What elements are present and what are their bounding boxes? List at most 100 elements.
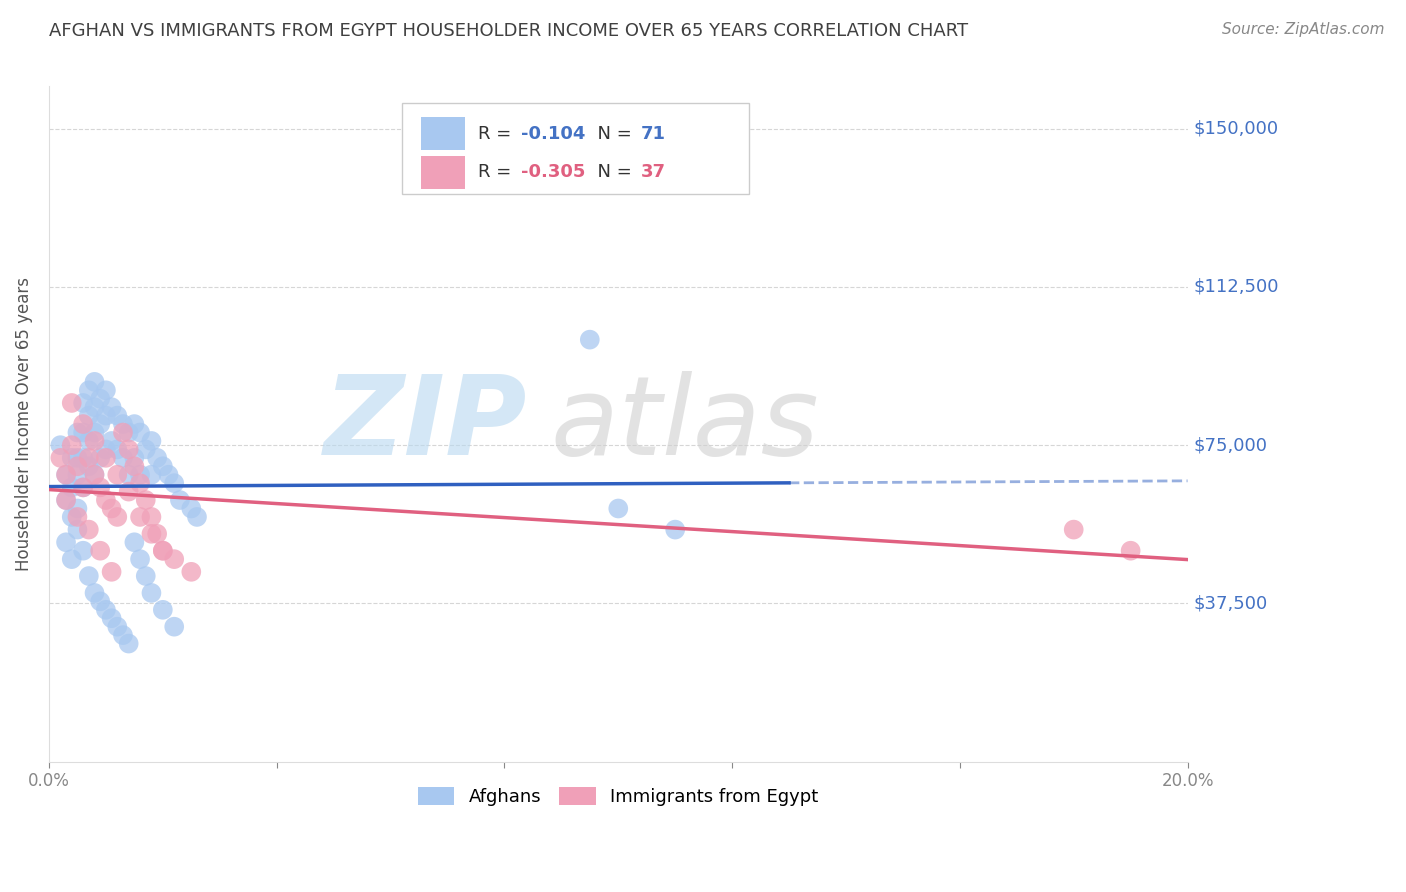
Point (60, 438, 83, 452)
Point (607, 501, 630, 516)
Point (66, 501, 89, 516)
Point (83, 400, 105, 414)
Legend: Afghans, Immigrants from Egypt: Afghans, Immigrants from Egypt (411, 780, 825, 814)
Text: -0.305: -0.305 (522, 163, 586, 181)
Text: Source: ZipAtlas.com: Source: ZipAtlas.com (1222, 22, 1385, 37)
Point (1063, 523, 1085, 537)
Point (89, 543, 111, 558)
Point (105, 467, 128, 482)
Point (60, 552, 83, 566)
Point (135, 442, 157, 457)
Point (118, 636, 141, 650)
Point (105, 409, 128, 423)
Point (100, 400, 122, 414)
Point (111, 628, 134, 642)
Point (124, 417, 146, 431)
Point (72, 480, 94, 494)
Point (111, 450, 134, 465)
Point (77, 459, 100, 474)
Point (55, 535, 77, 549)
Point (152, 459, 174, 474)
Point (124, 535, 146, 549)
Point (66, 450, 89, 465)
Point (124, 459, 146, 474)
Point (141, 510, 163, 524)
Point (100, 611, 122, 625)
Point (163, 476, 186, 491)
Point (55, 493, 77, 508)
Point (141, 467, 163, 482)
Point (186, 510, 208, 524)
Point (94, 493, 117, 508)
Text: 37: 37 (641, 163, 666, 181)
Point (94, 442, 117, 457)
Text: 71: 71 (641, 125, 666, 143)
Point (129, 510, 152, 524)
Point (94, 384, 117, 398)
Point (66, 510, 89, 524)
Point (72, 417, 94, 431)
Point (60, 510, 83, 524)
Point (129, 552, 152, 566)
Point (141, 526, 163, 541)
Point (1119, 543, 1142, 558)
Point (152, 603, 174, 617)
Y-axis label: Householder Income Over 65 years: Householder Income Over 65 years (15, 277, 32, 571)
Point (118, 425, 141, 440)
Point (129, 425, 152, 440)
Point (169, 493, 191, 508)
Point (141, 434, 163, 448)
Point (55, 467, 77, 482)
Point (77, 384, 100, 398)
Point (89, 392, 111, 406)
Text: R =: R = (478, 163, 517, 181)
Point (77, 434, 100, 448)
Point (664, 523, 686, 537)
Text: $37,500: $37,500 (1194, 594, 1268, 613)
Point (60, 396, 83, 410)
Point (100, 434, 122, 448)
FancyBboxPatch shape (422, 156, 464, 189)
FancyBboxPatch shape (422, 118, 464, 150)
Point (135, 569, 157, 583)
Text: $150,000: $150,000 (1194, 120, 1278, 137)
Point (152, 543, 174, 558)
Text: -0.104: -0.104 (522, 125, 586, 143)
Point (94, 450, 117, 465)
Point (180, 565, 202, 579)
Point (129, 467, 152, 482)
Point (157, 467, 180, 482)
Point (66, 425, 89, 440)
Point (83, 425, 105, 440)
Point (105, 620, 128, 634)
Point (83, 434, 105, 448)
Text: N =: N = (586, 163, 638, 181)
Point (89, 417, 111, 431)
Point (163, 552, 186, 566)
Point (124, 450, 146, 465)
Point (105, 510, 128, 524)
Point (72, 396, 94, 410)
Point (72, 480, 94, 494)
Point (72, 450, 94, 465)
Point (83, 467, 105, 482)
FancyBboxPatch shape (402, 103, 749, 194)
Text: R =: R = (478, 125, 517, 143)
Point (105, 442, 128, 457)
Point (129, 476, 152, 491)
Text: ZIP: ZIP (323, 370, 527, 477)
Point (146, 450, 169, 465)
Point (55, 493, 77, 508)
Point (141, 586, 163, 600)
Point (77, 569, 100, 583)
Point (100, 501, 122, 516)
Text: atlas: atlas (550, 370, 818, 477)
Point (83, 467, 105, 482)
Point (146, 526, 169, 541)
Point (94, 603, 117, 617)
Point (118, 484, 141, 499)
Text: N =: N = (586, 125, 638, 143)
Point (49, 438, 72, 452)
Point (66, 459, 89, 474)
Point (100, 565, 122, 579)
